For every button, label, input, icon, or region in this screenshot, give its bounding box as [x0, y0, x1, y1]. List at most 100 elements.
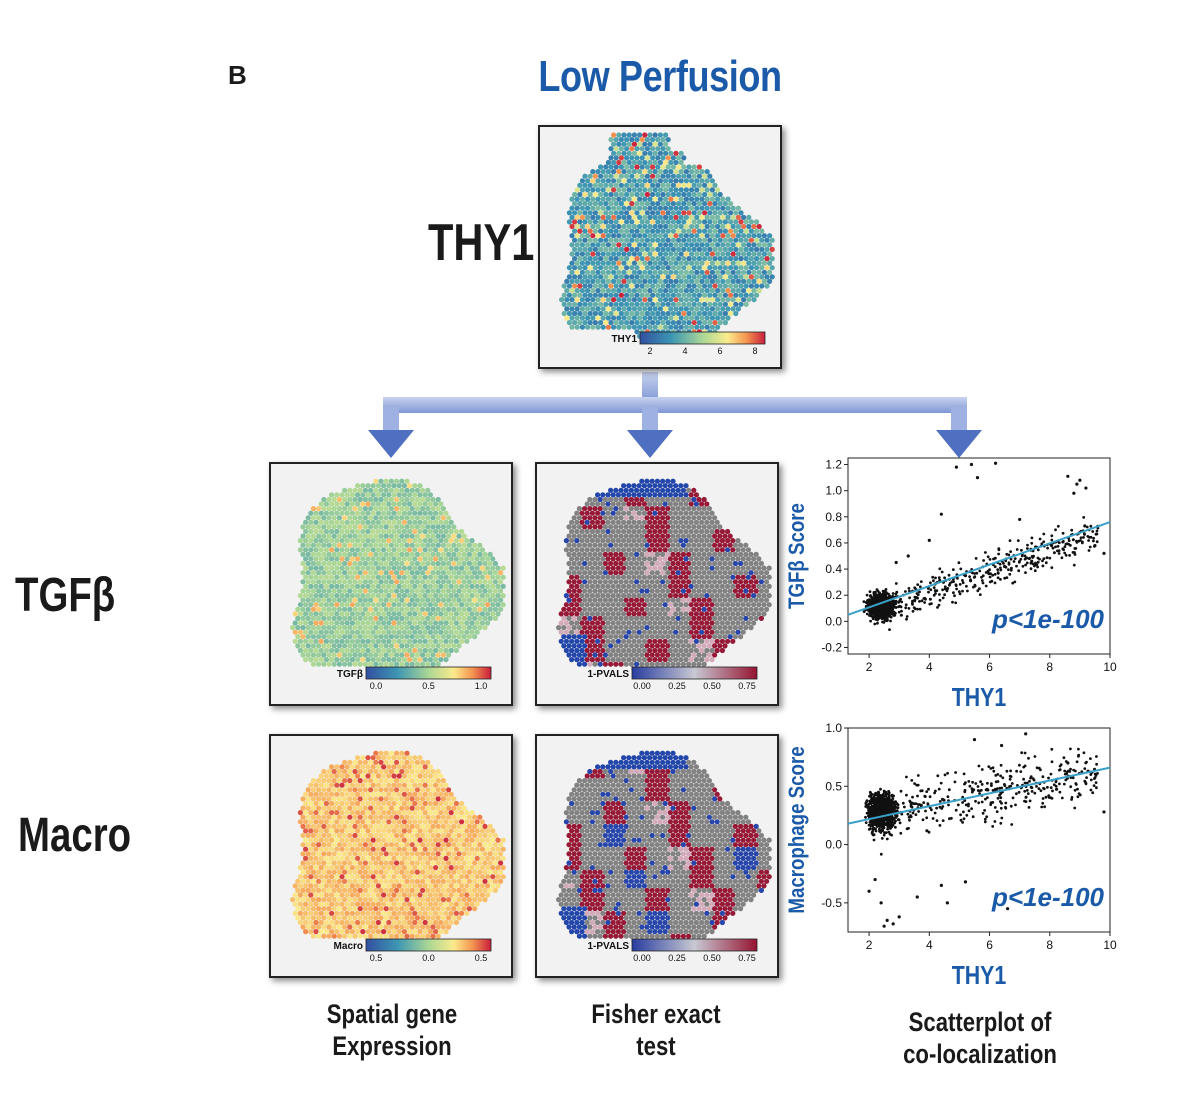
data-point: [868, 614, 871, 617]
data-point: [903, 805, 906, 809]
data-point: [1050, 796, 1054, 800]
data-point: [873, 622, 877, 626]
data-point: [925, 816, 929, 820]
data-point: [1061, 540, 1065, 544]
data-point: [891, 922, 895, 926]
data-point: [952, 591, 955, 595]
data-point: [878, 825, 881, 828]
data-point: [999, 796, 1003, 800]
data-point: [911, 609, 915, 613]
data-point: [869, 812, 872, 816]
data-point: [1012, 560, 1016, 563]
data-point: [948, 582, 952, 585]
data-point: [1007, 568, 1010, 571]
data-point: [869, 594, 872, 598]
data-point: [1089, 773, 1093, 776]
data-point: [1002, 564, 1007, 569]
data-point: [1076, 787, 1079, 791]
y-tick-label: 0.4: [825, 562, 842, 576]
data-point: [932, 579, 935, 583]
data-point: [1018, 517, 1022, 522]
data-point: [892, 604, 896, 607]
data-point: [1036, 556, 1040, 560]
data-point: [913, 599, 917, 603]
data-point: [956, 803, 960, 807]
data-point: [980, 579, 984, 582]
data-point: [947, 573, 951, 577]
data-point: [871, 828, 875, 832]
data-point: [1063, 545, 1067, 548]
tissue-map: [290, 478, 506, 676]
data-point: [1085, 525, 1089, 529]
data-point: [892, 794, 895, 798]
data-point: [1079, 536, 1083, 540]
data-point: [1006, 907, 1010, 911]
data-point: [971, 815, 975, 819]
data-point: [1023, 781, 1027, 785]
data-point: [1020, 548, 1023, 552]
data-point: [941, 588, 944, 592]
data-point: [1057, 541, 1061, 545]
data-point: [925, 829, 929, 833]
data-point: [1067, 539, 1071, 542]
data-point: [979, 780, 982, 784]
y-tick-label: 0.0: [825, 838, 842, 852]
data-point: [875, 612, 879, 615]
data-point: [1025, 556, 1029, 560]
data-point: [986, 781, 989, 785]
data-point: [993, 565, 997, 569]
data-point: [1046, 785, 1049, 789]
data-point: [996, 572, 1000, 575]
data-point: [913, 586, 917, 590]
data-point: [972, 738, 977, 742]
data-point: [1035, 785, 1038, 788]
data-point: [1032, 554, 1035, 558]
data-point: [876, 810, 879, 814]
data-point: [920, 599, 924, 603]
data-point: [874, 797, 878, 800]
svg-text:THY1: THY1: [611, 334, 637, 345]
caption-line: Scatterplot of: [908, 1007, 1052, 1037]
data-point: [918, 803, 922, 806]
data-point: [991, 789, 995, 792]
data-point: [963, 799, 967, 802]
map-tgfb-fisher: 1-PVALS 0.00 0.25 0.50 0.75: [535, 462, 779, 706]
data-point: [876, 621, 879, 625]
data-point: [897, 601, 900, 604]
data-point: [916, 774, 920, 777]
data-point: [886, 825, 890, 829]
data-point: [946, 795, 950, 799]
data-point: [888, 628, 891, 631]
data-point: [905, 775, 908, 779]
data-point: [1027, 756, 1030, 760]
data-point: [892, 805, 896, 808]
data-point: [890, 606, 893, 609]
data-point: [1009, 804, 1013, 808]
data-point: [1036, 548, 1040, 552]
data-point: [1010, 782, 1014, 785]
data-point: [1060, 796, 1064, 800]
data-point: [983, 809, 986, 812]
data-point: [927, 538, 931, 542]
data-point: [959, 567, 963, 571]
data-point: [929, 597, 932, 601]
data-point: [963, 880, 968, 884]
data-point: [1082, 536, 1085, 539]
data-point: [900, 812, 904, 816]
data-point: [1044, 795, 1048, 799]
data-point: [934, 592, 937, 595]
data-point: [1026, 792, 1030, 795]
data-point: [1073, 806, 1077, 810]
data-point: [894, 819, 897, 823]
data-point: [957, 590, 961, 593]
data-point: [881, 589, 885, 593]
data-point: [875, 793, 879, 797]
data-point: [1062, 782, 1066, 786]
data-point: [864, 821, 868, 824]
data-point: [878, 595, 882, 599]
data-point: [1088, 545, 1092, 549]
data-point: [989, 801, 993, 804]
data-point: [1015, 769, 1018, 773]
data-point: [1031, 562, 1035, 566]
data-point: [880, 837, 884, 840]
